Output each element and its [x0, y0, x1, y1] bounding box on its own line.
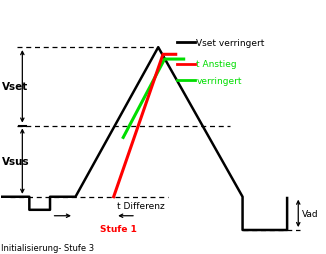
Text: Stufe 1: Stufe 1 — [100, 224, 137, 233]
Text: Initialisierung- Stufe 3: Initialisierung- Stufe 3 — [1, 243, 94, 252]
Text: Vad: Vad — [302, 209, 318, 218]
Text: t Differenz: t Differenz — [117, 201, 165, 210]
Text: Vsus: Vsus — [2, 156, 30, 166]
Text: Vset verringert: Vset verringert — [197, 39, 265, 48]
Text: verringert: verringert — [197, 77, 242, 86]
Text: t Anstieg: t Anstieg — [197, 60, 237, 69]
Text: Vset: Vset — [2, 82, 29, 92]
